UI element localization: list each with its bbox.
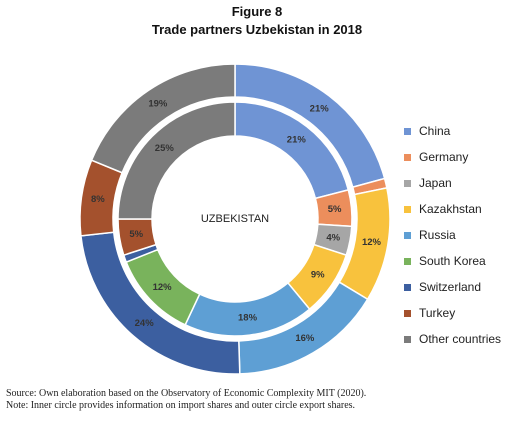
legend-swatch-germany bbox=[404, 153, 411, 161]
legend: China Germany Japan Kazakhstan Russia South K… bbox=[404, 118, 501, 352]
inner-label-russia: 18% bbox=[238, 313, 258, 324]
legend-swatch-turkey bbox=[404, 309, 411, 317]
inner-label-turkey: 5% bbox=[129, 229, 143, 240]
legend-swatch-kazakhstan bbox=[404, 205, 411, 213]
outer-label-other-countries: 19% bbox=[148, 99, 168, 110]
figure-label: Figure 8 bbox=[231, 4, 283, 19]
legend-swatch-south-korea bbox=[404, 257, 411, 265]
outer-label-turkey: 8% bbox=[91, 194, 105, 205]
outer-label-kazakhstan: 12% bbox=[362, 237, 382, 248]
inner-label-kazakhstan: 9% bbox=[311, 270, 325, 281]
legend-item-china: China bbox=[404, 118, 501, 144]
legend-swatch-china bbox=[404, 127, 411, 135]
inner-ring-imports bbox=[117, 101, 353, 337]
outer-label-china: 21% bbox=[310, 104, 330, 115]
legend-swatch-russia bbox=[404, 231, 411, 239]
inner-label-germany: 5% bbox=[328, 204, 342, 215]
legend-label-switzerland: Switzerland bbox=[419, 280, 482, 294]
source-note: Source: Own elaboration based on the Obs… bbox=[6, 388, 367, 399]
legend-label-south-korea: South Korea bbox=[419, 254, 486, 268]
legend-item-russia: Russia bbox=[404, 222, 501, 248]
inner-label-china: 21% bbox=[287, 135, 307, 146]
legend-swatch-japan bbox=[404, 179, 411, 187]
outer-label-russia: 16% bbox=[295, 333, 315, 344]
legend-swatch-switzerland bbox=[404, 283, 411, 291]
center-label: UZBEKISTAN bbox=[201, 213, 269, 225]
legend-swatch-other-countries bbox=[404, 335, 411, 343]
legend-label-japan: Japan bbox=[419, 176, 452, 190]
slice-labels: 21% 5% 4% 9% 18% 12% 5% 25% 21% 12% 16% 24% 8% 19% bbox=[91, 99, 382, 345]
outer-slice-other-countries bbox=[90, 63, 236, 174]
inner-label-other-countries: 25% bbox=[155, 143, 175, 154]
inner-slice-other-countries bbox=[117, 101, 236, 220]
legend-label-turkey: Turkey bbox=[419, 306, 456, 320]
outer-ring-exports bbox=[79, 63, 391, 375]
legend-item-japan: Japan bbox=[404, 170, 501, 196]
chart-title: Trade partners Uzbekistan in 2018 bbox=[151, 22, 363, 37]
legend-item-south-korea: South Korea bbox=[404, 248, 501, 274]
inner-outer-note: Note: Inner circle provides information … bbox=[6, 400, 356, 411]
inner-label-japan: 4% bbox=[326, 232, 340, 243]
legend-label-russia: Russia bbox=[419, 228, 456, 242]
legend-item-germany: Germany bbox=[404, 144, 501, 170]
legend-item-kazakhstan: Kazakhstan bbox=[404, 196, 501, 222]
legend-label-germany: Germany bbox=[419, 150, 469, 164]
footnotes: Source: Own elaboration based on the Obs… bbox=[6, 388, 506, 412]
outer-label-switzerland: 24% bbox=[135, 318, 155, 329]
legend-item-other-countries: Other countries bbox=[404, 326, 501, 352]
legend-item-turkey: Turkey bbox=[404, 300, 501, 326]
legend-item-switzerland: Switzerland bbox=[404, 274, 501, 300]
inner-label-south-korea: 12% bbox=[153, 282, 173, 293]
legend-label-china: China bbox=[419, 124, 451, 138]
legend-label-kazakhstan: Kazakhstan bbox=[419, 202, 482, 216]
legend-label-other-countries: Other countries bbox=[419, 332, 502, 346]
